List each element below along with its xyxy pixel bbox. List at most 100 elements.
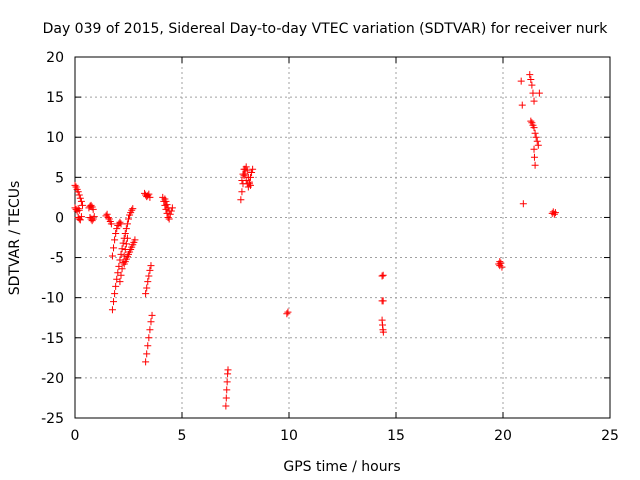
data-point <box>125 215 132 223</box>
data-point <box>527 117 535 125</box>
data-point <box>496 258 504 266</box>
data-point <box>112 282 120 290</box>
data-point <box>78 201 86 209</box>
data-point <box>526 71 534 79</box>
data-point <box>119 239 127 247</box>
data-point <box>528 81 536 89</box>
data-point <box>117 250 125 258</box>
data-point <box>378 272 386 280</box>
data-point <box>146 266 154 274</box>
data-point <box>222 394 230 402</box>
x-tick-label: 0 <box>71 428 80 444</box>
x-tick-label: 10 <box>280 428 298 444</box>
data-point <box>249 165 257 173</box>
data-point <box>74 205 82 213</box>
data-point <box>89 205 97 213</box>
data-point <box>162 197 170 205</box>
y-tick-label: -15 <box>41 331 64 347</box>
data-point <box>107 220 115 228</box>
data-point <box>76 216 84 224</box>
data-point <box>518 101 526 109</box>
data-point <box>530 97 538 105</box>
data-point <box>111 290 119 298</box>
data-point <box>142 358 150 366</box>
y-tick-label: 0 <box>55 210 64 226</box>
y-tick-label: 5 <box>55 170 64 186</box>
data-point <box>248 169 256 177</box>
data-point <box>534 141 542 149</box>
data-point <box>145 272 153 280</box>
data-point <box>90 213 98 221</box>
data-point <box>246 173 254 181</box>
x-axis-label: GPS time / hours <box>283 459 400 475</box>
data-point <box>117 271 125 279</box>
data-point <box>240 165 248 173</box>
tick-labels: 0 5 10 15 20 25 -25 -20 -15 -10 -5 0 5 10 15 20 <box>41 50 619 444</box>
data-point <box>75 191 83 199</box>
data-point <box>166 210 174 218</box>
grid-lines <box>75 57 610 418</box>
data-point <box>112 229 120 237</box>
data-point <box>223 386 231 394</box>
x-tick-label: 20 <box>494 428 512 444</box>
data-point <box>530 145 538 153</box>
data-point <box>240 172 248 180</box>
y-tick-label: -5 <box>50 251 64 267</box>
data-point <box>163 201 171 209</box>
data-point <box>123 220 131 228</box>
data-point <box>142 290 150 298</box>
data-point <box>77 197 85 205</box>
data-point <box>531 161 539 169</box>
data-point <box>122 240 130 248</box>
data-point <box>76 194 84 202</box>
data-point <box>168 204 176 212</box>
data-point <box>237 196 245 204</box>
data-point <box>147 262 155 270</box>
data-point <box>533 137 541 145</box>
data-point <box>550 210 558 218</box>
data-point <box>497 259 505 267</box>
data-point <box>128 206 136 214</box>
data-point <box>530 124 538 132</box>
data-point <box>116 278 124 286</box>
data-point <box>118 245 126 253</box>
data-point <box>224 366 232 374</box>
x-tick-label: 15 <box>387 428 405 444</box>
data-point <box>146 193 154 201</box>
data-point <box>551 209 559 217</box>
chart-title: Day 039 of 2015, Sidereal Day-to-day VTE… <box>43 21 609 37</box>
data-point <box>379 271 387 279</box>
data-point <box>283 310 291 318</box>
data-point <box>527 75 535 83</box>
y-tick-label: 20 <box>46 50 64 66</box>
data-point <box>148 311 156 319</box>
data-point <box>144 342 152 350</box>
data-point <box>110 244 118 252</box>
data-point <box>108 306 116 314</box>
data-point <box>519 200 527 208</box>
data-point <box>238 188 246 196</box>
data-point <box>75 206 83 214</box>
data-point <box>123 234 131 242</box>
data-point <box>530 153 538 161</box>
data-point <box>222 402 230 410</box>
data-point <box>167 207 175 215</box>
data-point <box>223 378 231 386</box>
data-point <box>532 133 540 141</box>
data-point <box>111 236 119 244</box>
data-point <box>242 177 250 185</box>
data-point <box>245 180 253 188</box>
data-point <box>77 213 85 221</box>
data-point <box>517 77 525 85</box>
data-points <box>71 71 559 410</box>
data-point <box>143 284 151 292</box>
y-tick-label: -25 <box>41 411 64 427</box>
data-point <box>122 225 130 233</box>
y-axis-label: SDTVAR / TECUs <box>7 181 23 296</box>
data-point <box>145 190 153 198</box>
data-point <box>131 236 139 244</box>
data-point <box>110 298 118 306</box>
data-point <box>118 265 126 273</box>
data-point <box>121 229 129 237</box>
axis-ticks <box>74 56 611 419</box>
